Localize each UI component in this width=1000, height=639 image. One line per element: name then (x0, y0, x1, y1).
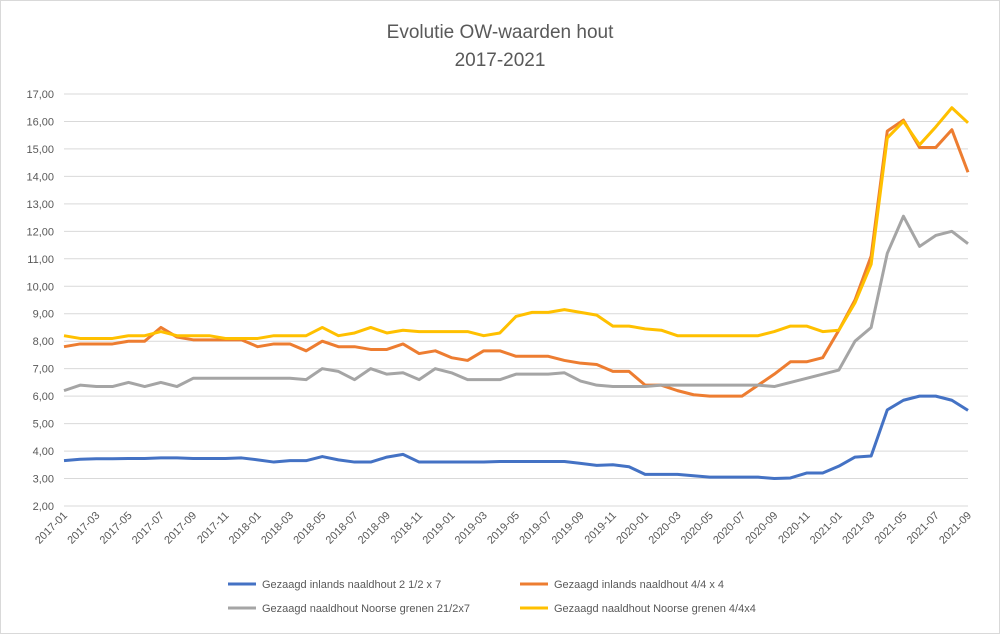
chart-subtitle: 2017-2021 (455, 50, 546, 71)
y-tick-label: 4,00 (33, 446, 54, 458)
y-tick-label: 11,00 (27, 254, 54, 266)
y-tick-label: 7,00 (33, 364, 54, 376)
series-line (63, 118, 970, 398)
y-tick-label: 5,00 (33, 419, 54, 431)
series-line (63, 394, 969, 481)
y-tick-label: 12,00 (26, 226, 54, 238)
y-tick-label: 10,00 (26, 281, 54, 293)
y-tick-label: 13,00 (26, 199, 54, 211)
series-line (63, 214, 969, 393)
legend-label: Gezaagd naaldhout Noorse grenen 21/2x7 (262, 603, 470, 615)
y-tick-label: 3,00 (33, 474, 54, 486)
y-tick-label: 15,00 (26, 144, 54, 156)
chart-title: Evolutie OW-waarden hout (387, 22, 614, 43)
legend-label: Gezaagd inlands naaldhout 2 1/2 x 7 (262, 579, 441, 591)
y-tick-label: 9,00 (33, 309, 54, 321)
y-tick-label: 17,00 (26, 89, 54, 101)
series-line (63, 106, 970, 340)
y-tick-label: 6,00 (33, 391, 54, 403)
legend-label: Gezaagd naaldhout Noorse grenen 4/4x4 (554, 603, 756, 615)
y-tick-label: 8,00 (33, 336, 54, 348)
y-tick-label: 16,00 (26, 116, 54, 128)
y-tick-label: 14,00 (26, 171, 54, 183)
y-tick-label: 2,00 (33, 501, 54, 513)
legend-label: Gezaagd inlands naaldhout 4/4 x 4 (554, 579, 724, 591)
